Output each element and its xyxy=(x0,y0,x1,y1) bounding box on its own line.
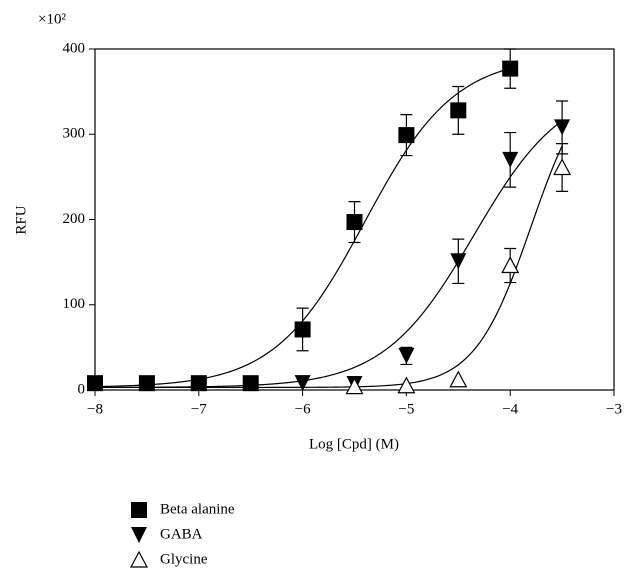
y-tick-label: 300 xyxy=(63,126,86,142)
legend-marker xyxy=(131,502,147,518)
x-tick-label: −7 xyxy=(191,401,207,417)
y-tick-label: 400 xyxy=(63,40,86,56)
y-tick-label: 100 xyxy=(63,296,86,312)
x-tick-label: −6 xyxy=(295,401,311,417)
legend-label: Glycine xyxy=(160,551,208,567)
x-tick-label: −3 xyxy=(606,401,622,417)
data-point xyxy=(398,347,415,364)
x-tick-label: −8 xyxy=(87,401,103,417)
legend-marker xyxy=(130,550,148,568)
data-point xyxy=(346,214,363,231)
data-point xyxy=(450,253,467,270)
data-point xyxy=(138,375,155,392)
x-axis-label: Log [Cpd] (M) xyxy=(309,436,399,452)
legend-marker xyxy=(131,527,147,543)
data-point xyxy=(449,370,468,388)
data-point xyxy=(450,102,467,119)
data-point xyxy=(502,60,519,77)
data-point xyxy=(501,256,520,274)
data-point xyxy=(397,376,416,394)
fit-curve xyxy=(95,120,563,388)
legend-label: Beta alanine xyxy=(160,501,235,517)
y-tick-label: 200 xyxy=(63,211,86,227)
x-tick-label: −4 xyxy=(502,401,518,417)
fit-curve xyxy=(95,145,563,389)
x-tick-label: −5 xyxy=(398,401,414,417)
y-tick-label: 0 xyxy=(78,381,86,397)
data-point xyxy=(294,321,311,338)
y-axis-label: RFU xyxy=(13,205,29,234)
data-point xyxy=(502,151,519,168)
data-point xyxy=(345,377,364,395)
data-point xyxy=(398,127,415,144)
data-point xyxy=(554,119,571,136)
data-point xyxy=(553,158,572,176)
data-point xyxy=(294,375,311,392)
legend-label: GABA xyxy=(160,526,203,542)
data-point xyxy=(242,375,259,392)
y-multiplier: ×10² xyxy=(38,11,66,27)
data-point xyxy=(87,375,103,392)
data-point xyxy=(190,375,207,392)
